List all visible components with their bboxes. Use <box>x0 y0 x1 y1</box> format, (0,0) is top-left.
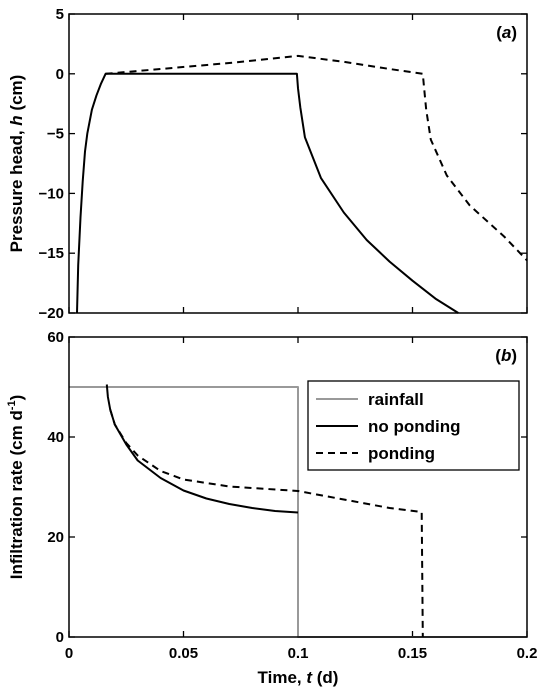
legend-label-ponding: ponding <box>368 444 435 463</box>
x-tick-label: 0.05 <box>169 645 198 662</box>
x-tick-label: 0.2 <box>517 645 538 662</box>
y-tick-label: −5 <box>47 126 64 143</box>
series-dashed-line <box>105 54 528 262</box>
y-tick-label: 0 <box>56 629 64 646</box>
panel-a-series <box>76 54 528 314</box>
x-tick-label: 0.1 <box>288 645 309 662</box>
legend-label-no-ponding: no ponding <box>368 417 461 436</box>
panel-b-y-axis-label: Infiltration rate (cm d-1) <box>6 395 26 580</box>
panel-b-frame <box>68 336 528 638</box>
panel-a-ticks: 5 0 −5 −10 −15 −20 <box>39 6 528 322</box>
panel-a: 5 0 −5 −10 −15 −20 (a) Pressure head, h (cm) <box>7 6 528 322</box>
y-tick-label: −20 <box>39 305 64 322</box>
y-tick-label: 5 <box>56 6 64 23</box>
legend: rainfall no ponding ponding <box>307 380 520 471</box>
y-tick-label: 60 <box>47 329 64 346</box>
x-tick-label: 0 <box>65 645 73 662</box>
panel-b: 0 20 40 60 0 0.05 0.1 0.15 0.2 (b) Infiltration … <box>6 329 537 687</box>
panel-a-frame <box>68 13 528 314</box>
y-tick-label: −15 <box>39 245 64 262</box>
panel-a-label: (a) <box>496 23 517 42</box>
x-tick-label: 0.15 <box>398 645 427 662</box>
y-tick-label: −10 <box>39 185 64 202</box>
y-tick-label: 20 <box>47 529 64 546</box>
y-tick-label: 40 <box>47 429 64 446</box>
panel-a-y-axis-label: Pressure head, h (cm) <box>7 75 26 253</box>
panel-b-label: (b) <box>495 346 517 365</box>
legend-label-rainfall: rainfall <box>368 390 424 409</box>
x-axis-label: Time, t (d) <box>258 668 339 687</box>
series-solid-line <box>76 72 459 314</box>
y-tick-label: 0 <box>56 66 64 83</box>
